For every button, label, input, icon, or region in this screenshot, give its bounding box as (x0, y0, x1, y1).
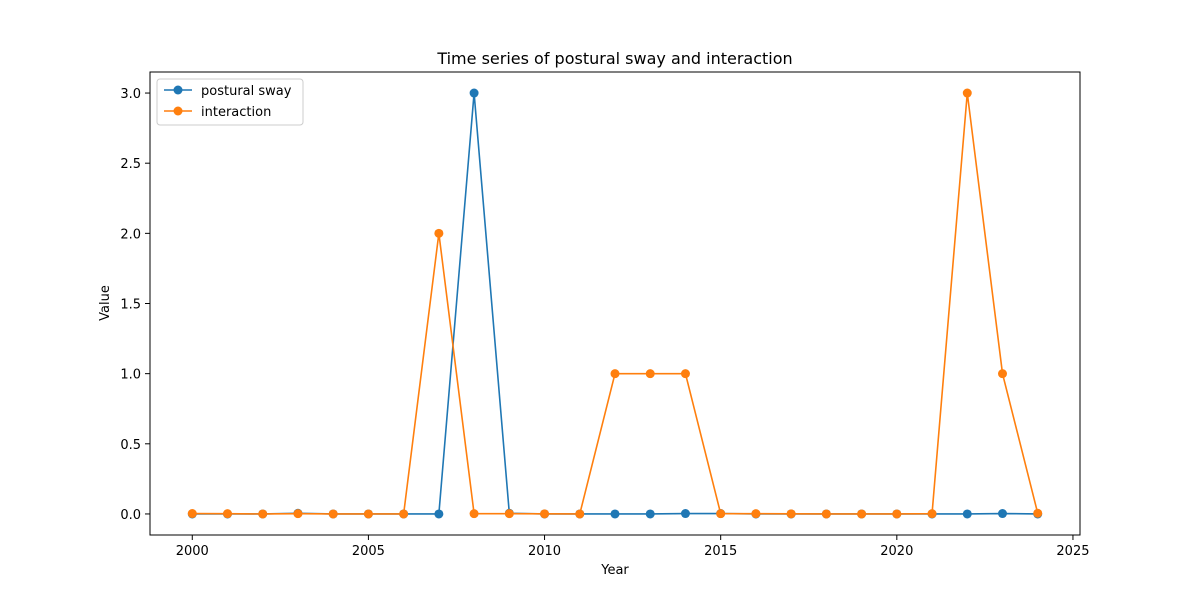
x-tick-label: 2015 (704, 544, 737, 559)
data-point-interaction (646, 369, 655, 378)
data-point-interaction (505, 509, 514, 518)
data-point-postural-sway (646, 509, 655, 518)
data-point-postural-sway (470, 89, 479, 98)
data-point-interaction (399, 509, 408, 518)
data-point-interaction (822, 509, 831, 518)
data-point-postural-sway (998, 509, 1007, 518)
legend-label-postural-sway: postural sway (201, 84, 292, 99)
data-point-interaction (364, 509, 373, 518)
data-point-interaction (575, 509, 584, 518)
y-tick-label: 2.5 (120, 157, 141, 172)
y-tick-label: 1.5 (120, 298, 141, 313)
y-tick-label: 1.0 (120, 368, 141, 383)
y-tick-label: 3.0 (120, 87, 141, 102)
data-point-interaction (434, 229, 443, 238)
x-tick-label: 2020 (880, 544, 913, 559)
data-point-interaction (681, 369, 690, 378)
data-point-interaction (188, 509, 197, 518)
x-tick-label: 2000 (176, 544, 209, 559)
data-point-interaction (1033, 509, 1042, 518)
data-point-interaction (470, 509, 479, 518)
data-point-interaction (223, 509, 232, 518)
y-tick-label: 0.5 (120, 438, 141, 453)
y-axis-label: Value (98, 285, 113, 321)
data-point-postural-sway (681, 509, 690, 518)
x-tick-label: 2010 (528, 544, 561, 559)
data-point-interaction (751, 509, 760, 518)
legend: postural sway interaction (157, 79, 303, 125)
x-tick-label: 2005 (352, 544, 385, 559)
x-tick-label: 2025 (1056, 544, 1089, 559)
x-axis-label: Year (600, 563, 629, 578)
legend-marker-interaction (174, 107, 183, 116)
chart-title: Time series of postural sway and interac… (436, 49, 792, 68)
data-point-postural-sway (611, 509, 620, 518)
data-point-interaction (611, 369, 620, 378)
data-point-interaction (928, 509, 937, 518)
data-point-postural-sway (963, 509, 972, 518)
legend-marker-postural-sway (174, 86, 183, 95)
data-point-interaction (998, 369, 1007, 378)
data-point-interaction (892, 509, 901, 518)
legend-label-interaction: interaction (201, 105, 271, 120)
data-point-interaction (787, 509, 796, 518)
data-point-interaction (293, 509, 302, 518)
data-point-interaction (857, 509, 866, 518)
data-point-postural-sway (434, 509, 443, 518)
data-point-interaction (716, 509, 725, 518)
data-point-interaction (540, 509, 549, 518)
data-point-interaction (329, 509, 338, 518)
y-tick-label: 2.0 (120, 227, 141, 242)
data-point-interaction (258, 509, 267, 518)
data-point-interaction (963, 89, 972, 98)
y-tick-label: 0.0 (120, 508, 141, 523)
